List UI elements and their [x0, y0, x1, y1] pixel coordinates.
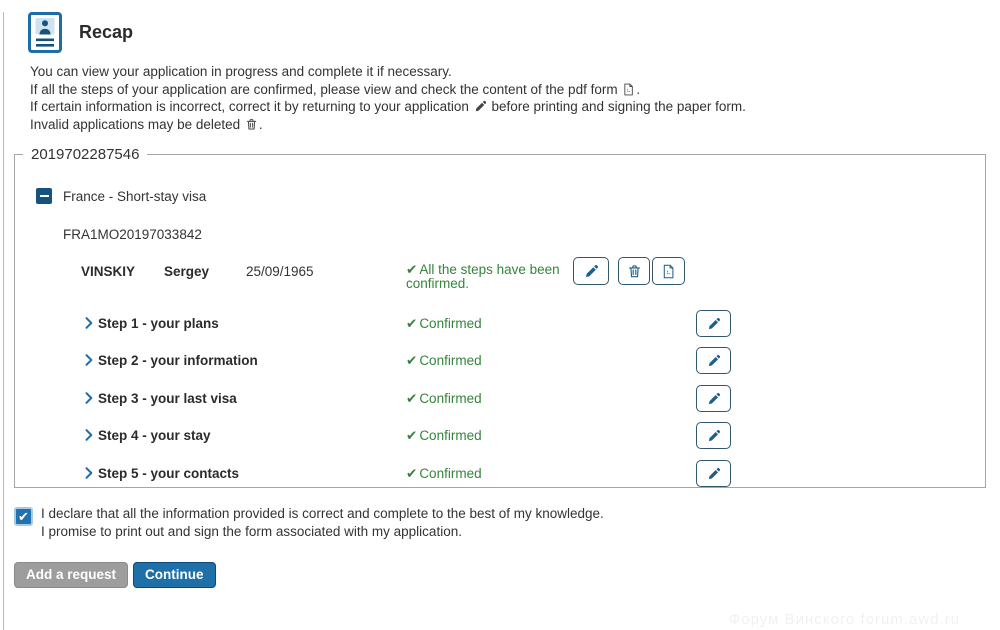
trash-icon [627, 264, 642, 279]
pencil-icon [707, 392, 721, 406]
check-icon: ✔ [406, 262, 418, 277]
chevron-right-icon[interactable] [85, 392, 93, 404]
forum-watermark: Форум Винского forum.awd.ru [728, 611, 960, 628]
step-status: ✔ Confirmed [406, 353, 482, 368]
continue-button[interactable]: Continue [133, 562, 216, 588]
step-status: ✔ Confirmed [406, 428, 482, 443]
step-label[interactable]: Step 5 - your contacts [98, 466, 240, 481]
pencil-icon [707, 317, 721, 331]
chevron-right-icon[interactable] [85, 429, 93, 441]
application-number: 2019702287546 [31, 146, 140, 163]
applicant-last-name: VINSKIY [81, 264, 136, 279]
pencil-icon [707, 429, 721, 443]
chevron-right-icon[interactable] [85, 467, 93, 479]
intro-line-1: You can view your application in progres… [30, 64, 452, 79]
edit-application-button[interactable] [573, 257, 609, 285]
delete-application-button[interactable] [618, 257, 650, 285]
pdf-application-button[interactable] [652, 257, 685, 285]
edit-step-button[interactable] [696, 310, 731, 337]
all-steps-status: ✔ All the steps have been confirmed. [406, 262, 560, 291]
step-label[interactable]: Step 2 - your information [98, 353, 258, 368]
check-icon: ✔ [406, 316, 418, 331]
check-icon: ✔ [406, 391, 418, 406]
step-label[interactable]: Step 1 - your plans [98, 316, 219, 331]
declaration-line-1: I declare that all the information provi… [41, 506, 604, 521]
applicant-birth-date: 25/09/1965 [246, 264, 314, 279]
page-title: Recap [79, 22, 134, 42]
intro-line-4: Invalid applications may be deleted . [30, 116, 263, 132]
step-row: Step 3 - your last visa ✔ Confirmed [15, 385, 985, 421]
recap-id-card-icon [28, 12, 62, 53]
step-row: Step 2 - your information ✔ Confirmed [15, 347, 985, 383]
step-status: ✔ Confirmed [406, 391, 482, 406]
applicant-row: VINSKIY Sergey 25/09/1965 ✔ All the steps… [15, 257, 985, 291]
declaration-checkbox[interactable]: ✔ [14, 507, 33, 526]
chevron-right-icon[interactable] [85, 317, 93, 329]
step-row: Step 4 - your stay ✔ Confirmed [15, 422, 985, 458]
page-header: Recap [28, 12, 1000, 53]
check-icon: ✔ [406, 428, 418, 443]
intro-line-2: If all the steps of your application are… [30, 81, 641, 97]
collapse-minus-icon[interactable] [36, 188, 52, 204]
pdf-file-icon [661, 264, 676, 279]
step-label[interactable]: Step 3 - your last visa [98, 391, 237, 406]
trash-icon [245, 118, 258, 131]
declaration-section: ✔ I declare that all the information pro… [14, 505, 1000, 540]
chevron-right-icon[interactable] [85, 354, 93, 366]
check-icon: ✔ [406, 353, 418, 368]
check-icon: ✔ [406, 466, 418, 481]
edit-step-button[interactable] [696, 385, 731, 412]
declaration-text: I declare that all the information provi… [41, 505, 604, 540]
pencil-icon [474, 100, 487, 113]
add-request-button[interactable]: Add a request [14, 562, 129, 588]
step-row: Step 5 - your contacts ✔ Confirmed [15, 460, 985, 496]
edit-step-button[interactable] [696, 422, 731, 449]
step-status: ✔ Confirmed [406, 466, 482, 481]
declaration-line-2: I promise to print out and sign the form… [41, 523, 462, 539]
application-reference: FRA1MO20197033842 [63, 227, 202, 242]
intro-line-3: If certain information is incorrect, cor… [30, 99, 746, 114]
pencil-icon [707, 467, 721, 481]
pencil-icon [707, 354, 721, 368]
visa-type-label: France - Short-stay visa [63, 189, 207, 204]
application-panel: 2019702287546 France - Short-stay visa F… [14, 146, 986, 488]
applicant-first-name: Sergey [164, 264, 210, 279]
edit-step-button[interactable] [696, 460, 731, 487]
pencil-icon [584, 264, 599, 279]
step-row: Step 1 - your plans ✔ Confirmed [15, 310, 985, 346]
action-buttons: Add a request Continue [14, 562, 1000, 588]
edit-step-button[interactable] [696, 347, 731, 374]
step-status: ✔ Confirmed [406, 316, 482, 331]
pdf-file-icon [622, 83, 635, 96]
intro-text: You can view your application in progres… [30, 63, 1000, 133]
step-label[interactable]: Step 4 - your stay [98, 428, 211, 443]
page-left-border [3, 12, 4, 630]
